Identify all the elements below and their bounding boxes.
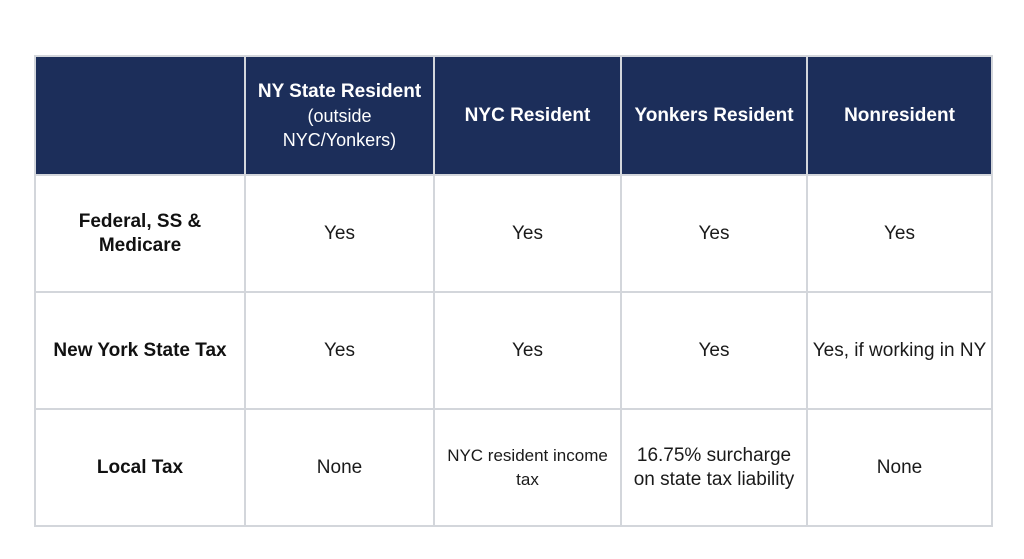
tax-comparison-table: NY State Resident (outside NYC/Yonkers) … xyxy=(34,55,993,527)
table-cell: Yes xyxy=(806,174,993,293)
column-header-title: Nonresident xyxy=(844,104,955,126)
column-header-yonkers-resident: Yonkers Resident xyxy=(620,55,808,176)
table-cell: Yes xyxy=(244,174,435,293)
column-header-nonresident: Nonresident xyxy=(806,55,993,176)
column-header-subtitle: (outside NYC/Yonkers) xyxy=(282,105,397,150)
table-cell: 16.75% surcharge on state tax liability xyxy=(620,408,808,527)
table-cell: None xyxy=(244,408,435,527)
column-header-title: NYC Resident xyxy=(464,104,591,126)
column-header-ny-state-resident: NY State Resident (outside NYC/Yonkers) xyxy=(244,55,435,176)
row-header: Local Tax xyxy=(34,408,246,527)
row-header: Federal, SS & Medicare xyxy=(34,174,246,293)
table-cell: Yes, if working in NY xyxy=(806,291,993,410)
row-header: New York State Tax xyxy=(34,291,246,410)
table-cell: Yes xyxy=(620,291,808,410)
table-cell: Yes xyxy=(244,291,435,410)
table-cell: Yes xyxy=(620,174,808,293)
header-row: NY State Resident (outside NYC/Yonkers) … xyxy=(34,55,993,176)
corner-cell xyxy=(34,55,246,176)
column-header-title: NY State Resident xyxy=(257,80,422,102)
table-cell: Yes xyxy=(433,174,622,293)
table-row-local-tax: Local Tax None NYC resident income tax 1… xyxy=(34,408,993,527)
table-cell: NYC resident income tax xyxy=(433,408,622,527)
table-row-federal: Federal, SS & Medicare Yes Yes Yes Yes xyxy=(34,174,993,293)
table-cell: Yes xyxy=(433,291,622,410)
table-row-state-tax: New York State Tax Yes Yes Yes Yes, if w… xyxy=(34,291,993,410)
column-header-title: Yonkers Resident xyxy=(634,104,794,126)
column-header-nyc-resident: NYC Resident xyxy=(433,55,622,176)
table-cell: None xyxy=(806,408,993,527)
